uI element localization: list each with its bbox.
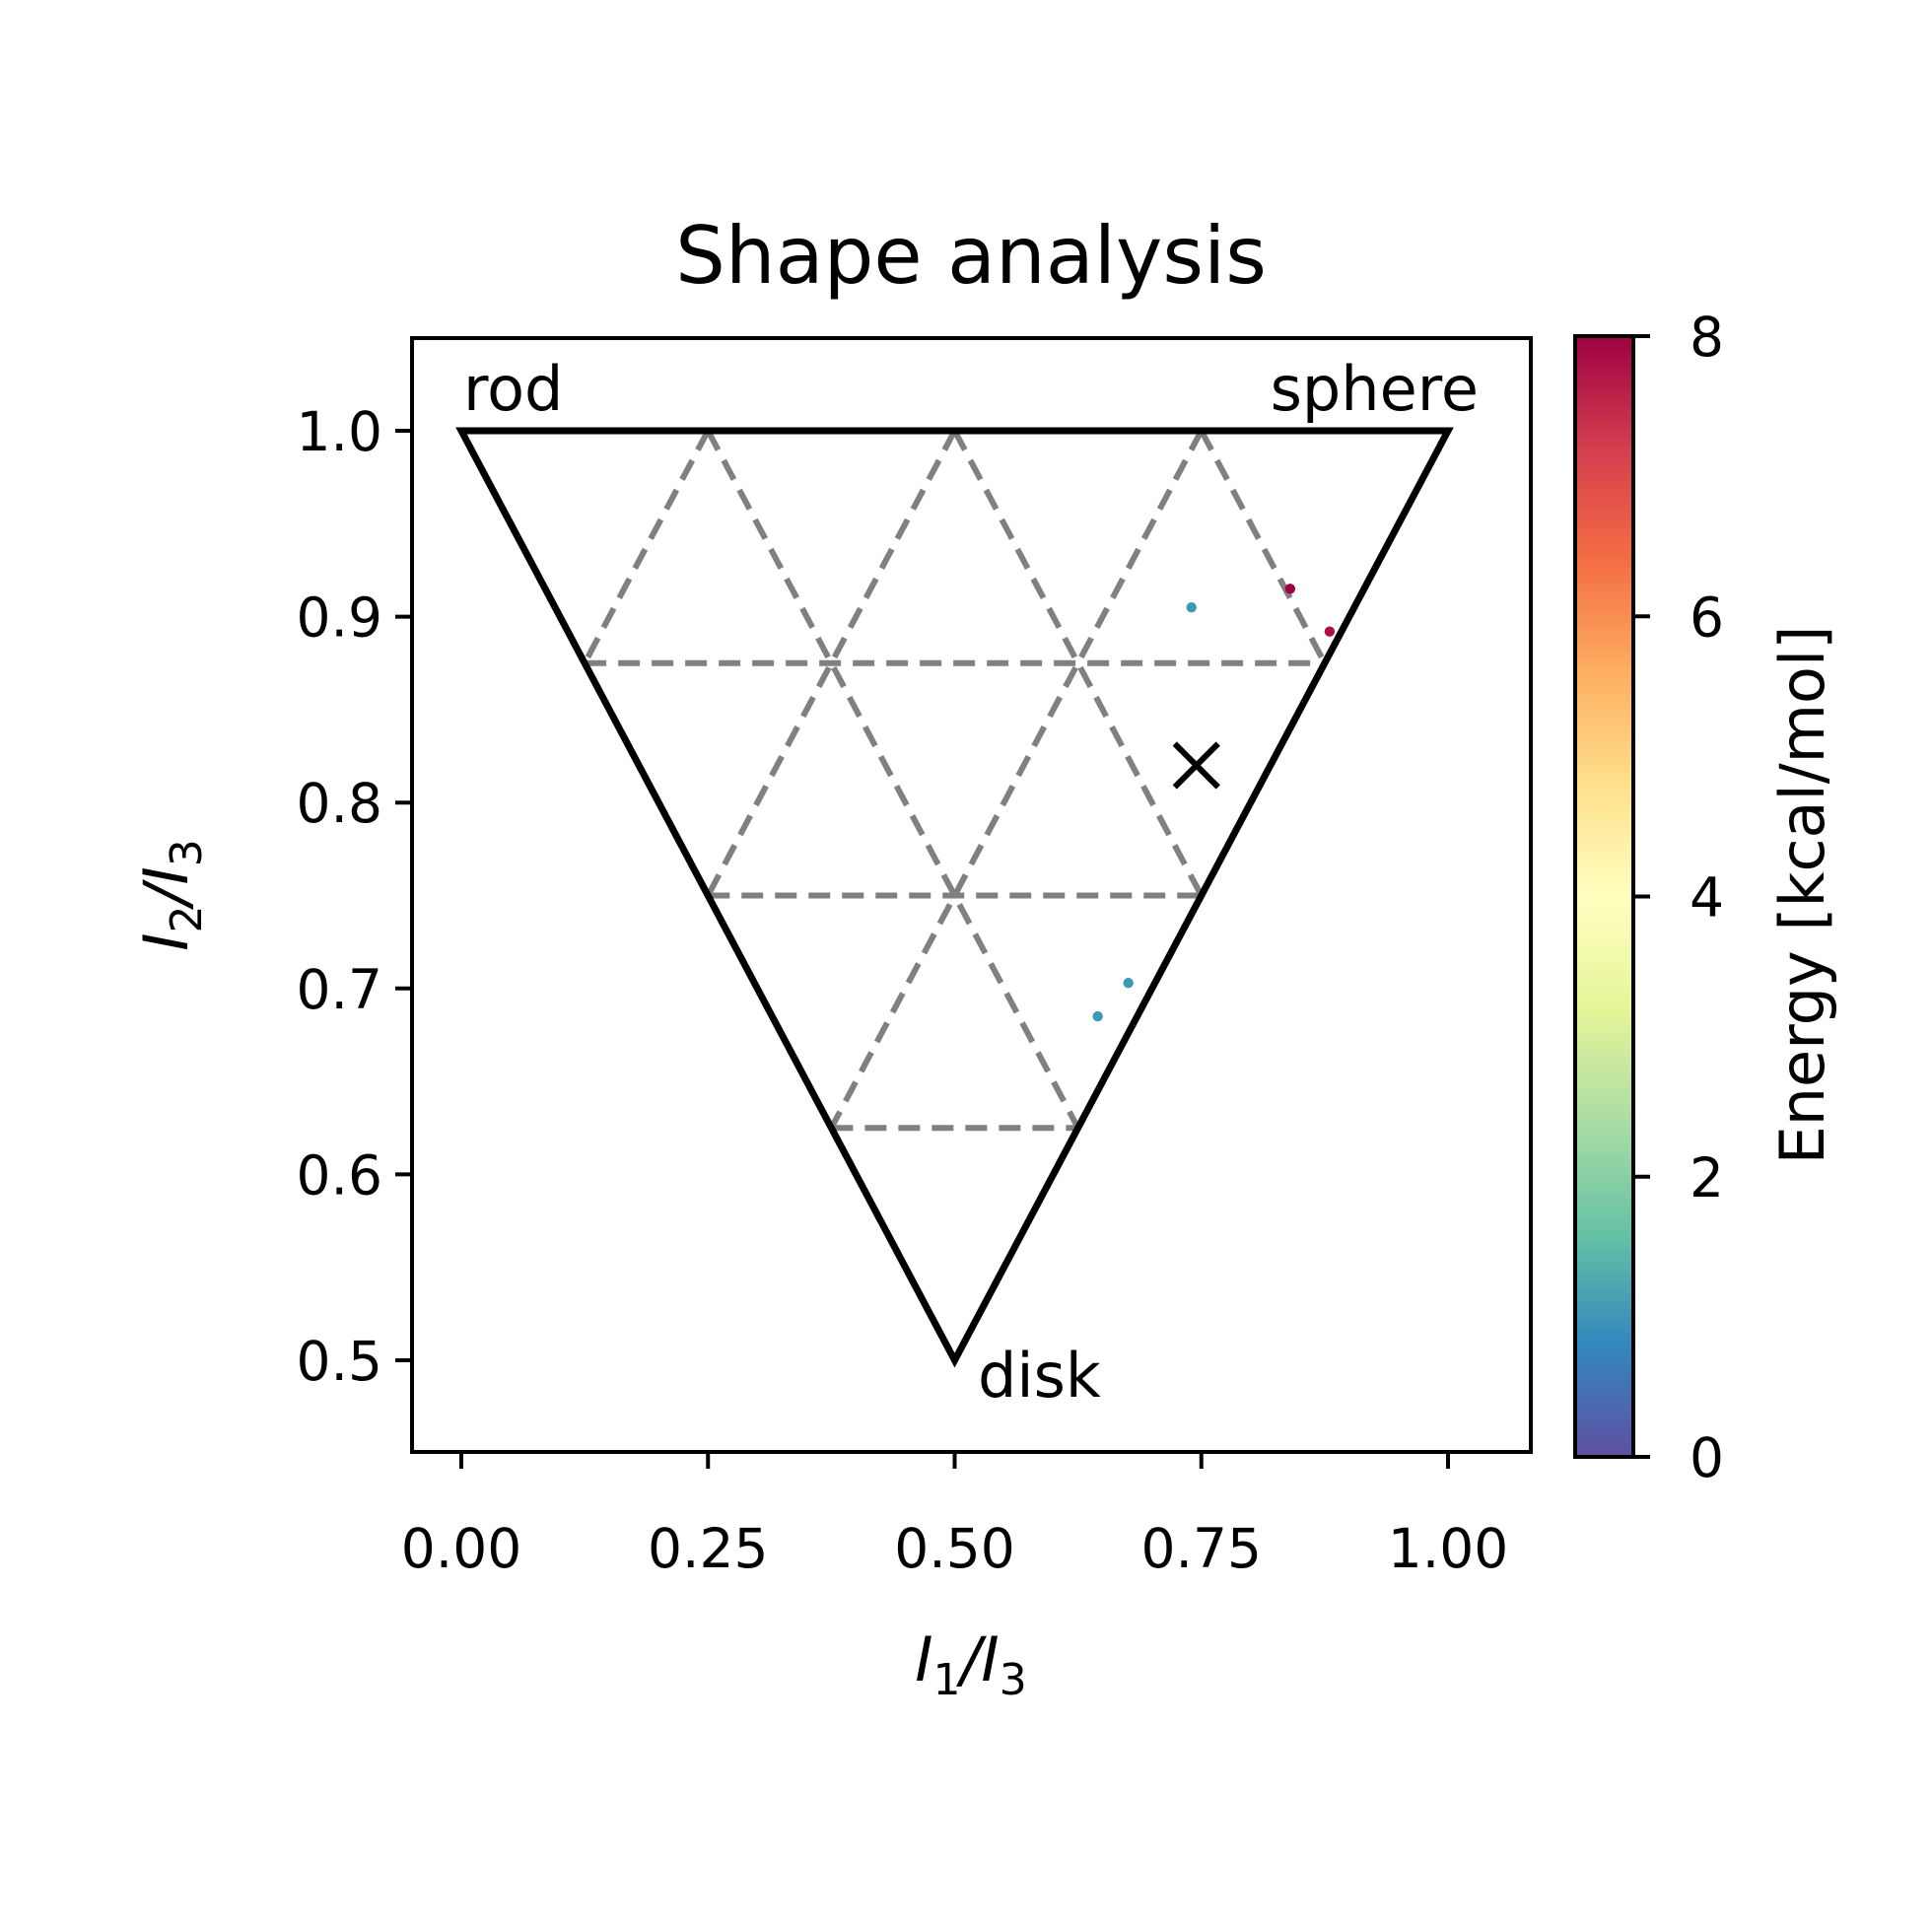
scatter-point xyxy=(1284,584,1296,594)
colorbar-tick-label: 0 xyxy=(1690,1426,1724,1489)
guide-falling xyxy=(1199,429,1328,665)
guide-rising xyxy=(705,429,958,897)
scatter-point xyxy=(1092,1010,1103,1022)
colorbar-label: Energy [kcal/mol] xyxy=(1766,626,1838,1165)
guide-falling xyxy=(705,429,1081,1130)
y-tick-label: 0.7 xyxy=(297,958,382,1021)
y-tick-label: 1.0 xyxy=(297,400,382,463)
x-tick-label: 0.00 xyxy=(401,1517,521,1580)
x-tick-label: 0.25 xyxy=(648,1517,768,1580)
x-axis-label: I1/I3 xyxy=(915,1623,1026,1705)
scatter-points xyxy=(1092,584,1336,1022)
dashed-guide-lines xyxy=(582,429,1328,1132)
mean-marker-stroke xyxy=(1172,741,1220,790)
guide-rising xyxy=(582,429,711,665)
x-tick-label: 1.00 xyxy=(1388,1517,1508,1580)
colorbar-tick-label: 4 xyxy=(1690,866,1724,930)
guide-rising xyxy=(828,429,1205,1130)
corner-label-disk: disk xyxy=(978,1340,1101,1412)
colorbar xyxy=(1573,334,1635,1459)
y-axis-label: I2/I3 xyxy=(130,839,212,950)
scatter-point xyxy=(1324,626,1336,637)
corner-label-sphere: sphere xyxy=(1271,353,1479,425)
x-tick-label: 0.75 xyxy=(1141,1517,1262,1580)
y-tick-label: 0.8 xyxy=(297,772,382,835)
y-tick-label: 0.6 xyxy=(297,1143,382,1207)
plot-frame xyxy=(410,336,1533,1454)
guide-falling xyxy=(951,429,1205,897)
x-axis-ticks: 0.00 0.25 0.50 0.75 1.00 xyxy=(401,1452,1508,1580)
colorbar-ticks: 0 2 4 6 8 xyxy=(1633,306,1724,1489)
x-tick-label: 0.50 xyxy=(894,1517,1014,1580)
y-axis-ticks: 0.5 0.6 0.7 0.8 0.9 1.0 xyxy=(297,400,412,1393)
corner-label-rod: rod xyxy=(463,353,563,425)
scatter-point xyxy=(1123,977,1134,989)
y-tick-label: 0.9 xyxy=(297,586,382,650)
colorbar-tick-label: 2 xyxy=(1690,1146,1724,1209)
scatter-point xyxy=(1186,601,1197,613)
y-tick-label: 0.5 xyxy=(297,1330,382,1393)
colorbar-tick-label: 6 xyxy=(1690,586,1724,649)
colorbar-tick-label: 8 xyxy=(1690,306,1724,369)
triangle-outline xyxy=(455,427,1454,1368)
shape-triangle xyxy=(455,427,1454,1368)
chart-title: Shape analysis xyxy=(675,210,1267,302)
mean-marker xyxy=(1172,741,1220,790)
